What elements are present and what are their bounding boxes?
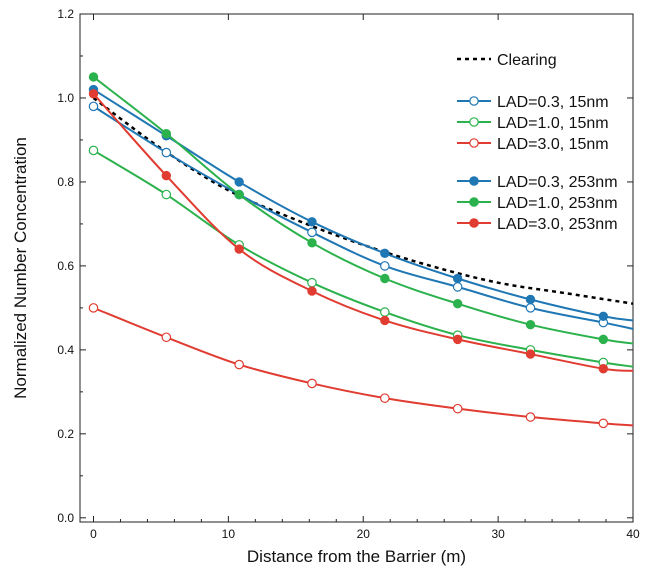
data-point-lad-0-3-253nm: [525, 294, 536, 305]
series-layer: [88, 72, 634, 429]
legend-item-lad-3-0-253nm: LAD=3.0, 253nm: [457, 216, 618, 233]
legend-marker: [469, 176, 479, 186]
data-point-lad-0-3-15nm: [452, 282, 463, 292]
y-tick-label: 1.2: [57, 7, 74, 21]
data-point-lad-1-0-253nm: [161, 128, 172, 139]
legend-item-lad-1-0-15nm: LAD=1.0, 15nm: [457, 115, 609, 132]
series-lad-1-0-253nm: [88, 72, 634, 345]
data-point-lad-3-0-253nm: [598, 364, 609, 374]
series-line-lad-1-0-15nm: [92, 149, 634, 368]
data-point-lad-1-0-253nm: [598, 334, 609, 345]
legend-item-clearing: Clearing: [457, 52, 557, 69]
legend-label: LAD=3.0, 253nm: [497, 216, 618, 233]
series-line-lad-3-0-253nm: [92, 93, 634, 372]
legend-label: Clearing: [497, 52, 557, 69]
data-point-lad-3-0-253nm: [234, 244, 244, 254]
data-point-lad-3-0-15nm: [88, 303, 99, 313]
data-point-lad-0-3-253nm: [380, 248, 390, 259]
y-tick-label: 0.8: [57, 175, 74, 189]
data-point-lad-3-0-253nm: [88, 89, 99, 99]
data-point-lad-1-0-15nm: [380, 307, 390, 317]
y-tick-label: 1.0: [57, 91, 74, 105]
x-axis-ticks: 0 10 20 30 40: [90, 14, 640, 541]
series-clearing: [92, 96, 634, 305]
data-point-lad-3-0-253nm: [161, 170, 172, 181]
series-line-lad-3-0-15nm: [93, 306, 634, 427]
series-line-lad-1-0-253nm: [92, 76, 634, 345]
data-point-lad-1-0-253nm: [380, 273, 390, 284]
series-lad-3-0-15nm: [88, 303, 634, 429]
data-point-lad-3-0-253nm: [307, 286, 317, 296]
plot-frame: [79, 13, 634, 523]
y-tick-label: 0.4: [57, 343, 74, 357]
data-point-lad-3-0-15nm: [452, 403, 463, 414]
data-point-lad-1-0-15nm: [161, 189, 172, 200]
legend: Clearing LAD=0.3, 15nm LAD=1.0, 15nm LAD=3.…: [457, 52, 618, 233]
legend-marker: [469, 197, 479, 207]
data-point-lad-3-0-253nm: [525, 349, 536, 359]
x-tick-label: 20: [357, 527, 371, 541]
plot-frame-group: [79, 13, 634, 523]
legend-marker: [469, 117, 479, 127]
data-point-lad-0-3-253nm: [598, 311, 609, 321]
legend-item-lad-0-3-253nm: LAD=0.3, 253nm: [457, 174, 618, 191]
data-point-lad-0-3-15nm: [307, 227, 317, 238]
legend-item-lad-0-3-15nm: LAD=0.3, 15nm: [457, 94, 609, 111]
series-line-lad-0-3-15nm: [92, 105, 634, 330]
legend-label: LAD=0.3, 253nm: [497, 174, 618, 191]
legend-item-lad-3-0-15nm: LAD=3.0, 15nm: [457, 136, 609, 153]
y-axis-title: Normalized Number Concentration: [11, 137, 30, 399]
data-point-lad-3-0-15nm: [234, 359, 244, 370]
data-point-lad-1-0-253nm: [525, 319, 536, 330]
data-point-lad-1-0-15nm: [307, 277, 317, 288]
legend-item-lad-1-0-253nm: LAD=1.0, 253nm: [457, 195, 618, 212]
x-tick-label: 30: [491, 527, 505, 541]
y-tick-label: 0.2: [57, 427, 74, 441]
data-point-lad-0-3-253nm: [234, 177, 244, 187]
data-point-lad-0-3-15nm: [525, 303, 536, 313]
data-point-lad-3-0-15nm: [307, 378, 317, 389]
data-point-lad-0-3-15nm: [380, 261, 390, 271]
y-tick-label: 0.0: [57, 511, 74, 525]
data-point-lad-3-0-253nm: [452, 334, 463, 345]
data-point-lad-0-3-15nm: [88, 101, 99, 112]
legend-label: LAD=1.0, 15nm: [497, 115, 609, 132]
x-tick-label: 10: [222, 527, 236, 541]
legend-marker: [469, 218, 479, 228]
data-point-lad-3-0-253nm: [380, 315, 390, 326]
data-point-lad-0-3-15nm: [161, 147, 172, 158]
x-axis-title: Distance from the Barrier (m): [247, 547, 466, 566]
data-point-lad-1-0-15nm: [88, 145, 99, 156]
data-point-lad-1-0-253nm: [88, 72, 99, 82]
x-tick-label: 0: [90, 527, 97, 541]
data-point-lad-0-3-253nm: [452, 273, 463, 284]
data-point-lad-3-0-15nm: [598, 418, 609, 429]
legend-marker: [469, 96, 479, 106]
legend-label: LAD=0.3, 15nm: [497, 94, 609, 111]
y-axis-ticks: 0.0 0.2 0.4 0.6 0.8 1.0 1.2: [57, 7, 633, 525]
data-point-lad-3-0-15nm: [161, 332, 172, 343]
series-lad-3-0-253nm: [88, 89, 634, 374]
legend-label: LAD=1.0, 253nm: [497, 195, 618, 212]
y-tick-label: 0.6: [57, 259, 74, 273]
legend-label: LAD=3.0, 15nm: [497, 136, 609, 153]
data-point-lad-1-0-253nm: [307, 238, 317, 248]
data-point-lad-3-0-15nm: [525, 412, 536, 422]
data-point-lad-0-3-253nm: [307, 217, 317, 227]
x-tick-label: 40: [626, 527, 640, 541]
legend-marker: [469, 138, 479, 148]
data-point-lad-3-0-15nm: [380, 393, 390, 403]
data-point-lad-1-0-253nm: [234, 189, 244, 200]
series-line-clearing: [92, 96, 634, 305]
data-point-lad-1-0-253nm: [452, 298, 463, 309]
